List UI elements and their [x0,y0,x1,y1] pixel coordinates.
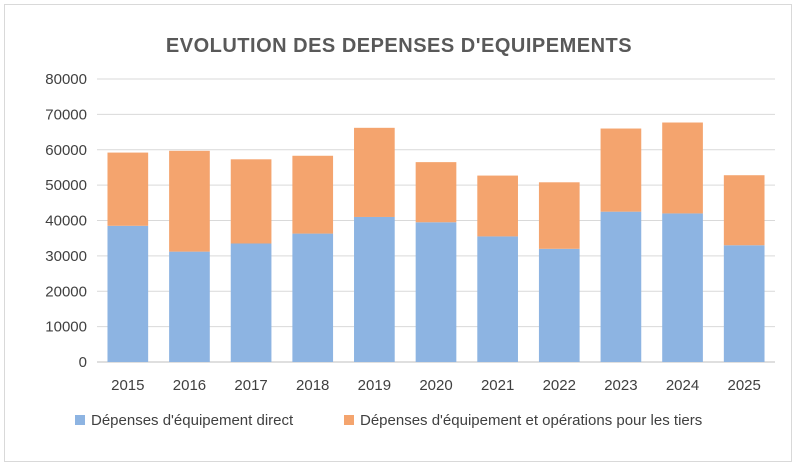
bar-tiers [662,122,703,214]
legend-swatch-tiers [344,415,354,425]
bar-direct [354,216,395,362]
bar-direct [292,233,334,362]
y-tick-label: 0 [79,354,87,371]
x-tick-label: 2023 [604,377,637,394]
y-tick-label: 80000 [45,71,87,88]
bar-tiers [415,162,457,223]
x-tick-label: 2019 [358,377,391,394]
chart-frame: EVOLUTION DES DEPENSES D'EQUIPEMENTS 0 10… [4,4,792,462]
legend-swatch-direct [75,415,85,425]
x-tick-label: 2017 [234,377,267,394]
bar-direct [107,225,149,362]
y-axis-ticks: 0 10000 20000 30000 40000 50000 60000 70000 8000… [45,71,87,371]
x-tick-label: 2020 [419,377,452,394]
x-tick-label: 2021 [481,377,514,394]
bar-direct [723,245,765,362]
legend-label-tiers: Dépenses d'équipement et opérations pour… [360,412,702,429]
stacked-bar-chart: EVOLUTION DES DEPENSES D'EQUIPEMENTS 0 10… [45,35,775,429]
bars [107,122,765,362]
bar-tiers [169,150,210,252]
bar-direct [477,236,518,362]
bar-direct [169,251,210,362]
x-axis-ticks: 2015 2016 2017 2018 2019 2020 2021 2022 2023 2024… [111,377,761,394]
x-tick-label: 2018 [296,377,329,394]
bar-direct [538,248,580,362]
chart-title: EVOLUTION DES DEPENSES D'EQUIPEMENTS [166,35,632,57]
x-tick-label: 2025 [727,377,760,394]
bar-tiers [292,155,334,234]
bar-tiers [230,159,272,244]
bar-tiers [600,128,642,212]
bar-tiers [354,127,395,217]
y-tick-label: 40000 [45,213,87,230]
y-tick-label: 10000 [45,319,87,336]
bar-direct [600,211,642,362]
bar-tiers [723,175,765,246]
y-tick-label: 70000 [45,106,87,123]
x-tick-label: 2016 [173,377,206,394]
bar-tiers [538,182,580,249]
x-tick-label: 2024 [666,377,699,394]
bar-direct [662,213,703,362]
bar-direct [415,222,457,362]
x-tick-label: 2022 [543,377,576,394]
legend-label-direct: Dépenses d'équipement direct [91,412,294,429]
legend: Dépenses d'équipement direct Dépenses d'é… [75,412,702,429]
y-tick-label: 50000 [45,177,87,194]
bar-direct [230,243,272,362]
bar-tiers [477,175,518,237]
y-tick-label: 60000 [45,142,87,159]
bar-tiers [107,152,149,226]
y-tick-label: 20000 [45,283,87,300]
x-tick-label: 2015 [111,377,144,394]
y-tick-label: 30000 [45,248,87,265]
